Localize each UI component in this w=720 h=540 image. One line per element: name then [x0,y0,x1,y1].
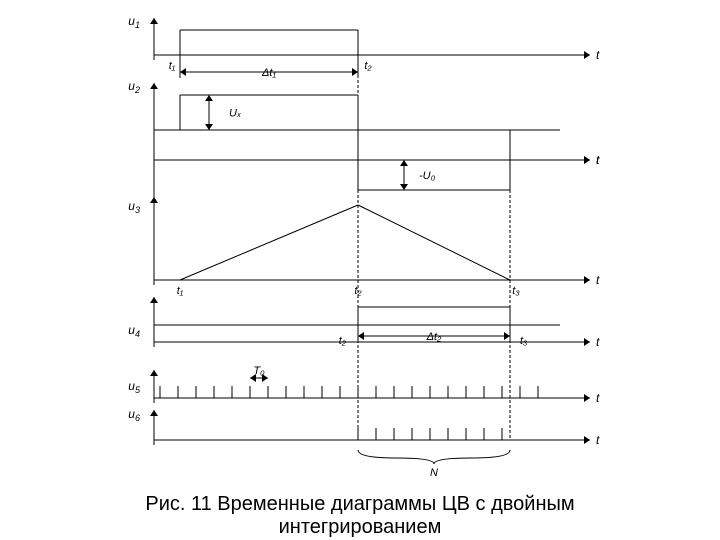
svg-text:u1: u1 [128,14,140,30]
timing-diagram: u1tΔt₁t₁t₂u2ttUₓ-U₀u3tt₁t₂t₃u4tΔt₂t₂t₃u5… [0,0,720,540]
svg-text:t: t [596,273,600,287]
caption-line-2: интегрированием [279,516,442,538]
svg-text:u2: u2 [128,79,140,95]
svg-text:t₃: t₃ [512,285,520,297]
svg-text:t₃: t₃ [520,335,528,347]
svg-text:u5: u5 [128,379,141,395]
svg-text:t₁: t₁ [169,60,176,72]
diagram-container: u1tΔt₁t₁t₂u2ttUₓ-U₀u3tt₁t₂t₃u4tΔt₂t₂t₃u5… [0,0,720,540]
svg-text:u4: u4 [128,323,140,339]
figure-caption: Рис. 11 Временные диаграммы ЦВ с двойным… [0,493,720,539]
svg-text:t₂: t₂ [339,335,347,347]
caption-line-1: Рис. 11 Временные диаграммы ЦВ с двойным [145,493,574,515]
svg-text:t: t [596,153,600,167]
svg-text:t₁: t₁ [177,285,184,297]
svg-text:Uₓ: Uₓ [229,108,241,120]
svg-text:t: t [596,48,600,62]
svg-text:u6: u6 [128,407,140,423]
svg-text:t₂: t₂ [364,60,372,72]
svg-text:t: t [596,391,600,405]
svg-text:T₀: T₀ [253,365,265,377]
svg-text:u3: u3 [128,199,140,215]
svg-text:-U₀: -U₀ [419,170,436,182]
svg-text:N: N [430,467,438,479]
svg-text:Δt₂: Δt₂ [426,331,442,343]
svg-text:t: t [596,433,600,447]
svg-text:Δt₁: Δt₁ [261,67,276,79]
svg-text:t: t [596,335,600,349]
